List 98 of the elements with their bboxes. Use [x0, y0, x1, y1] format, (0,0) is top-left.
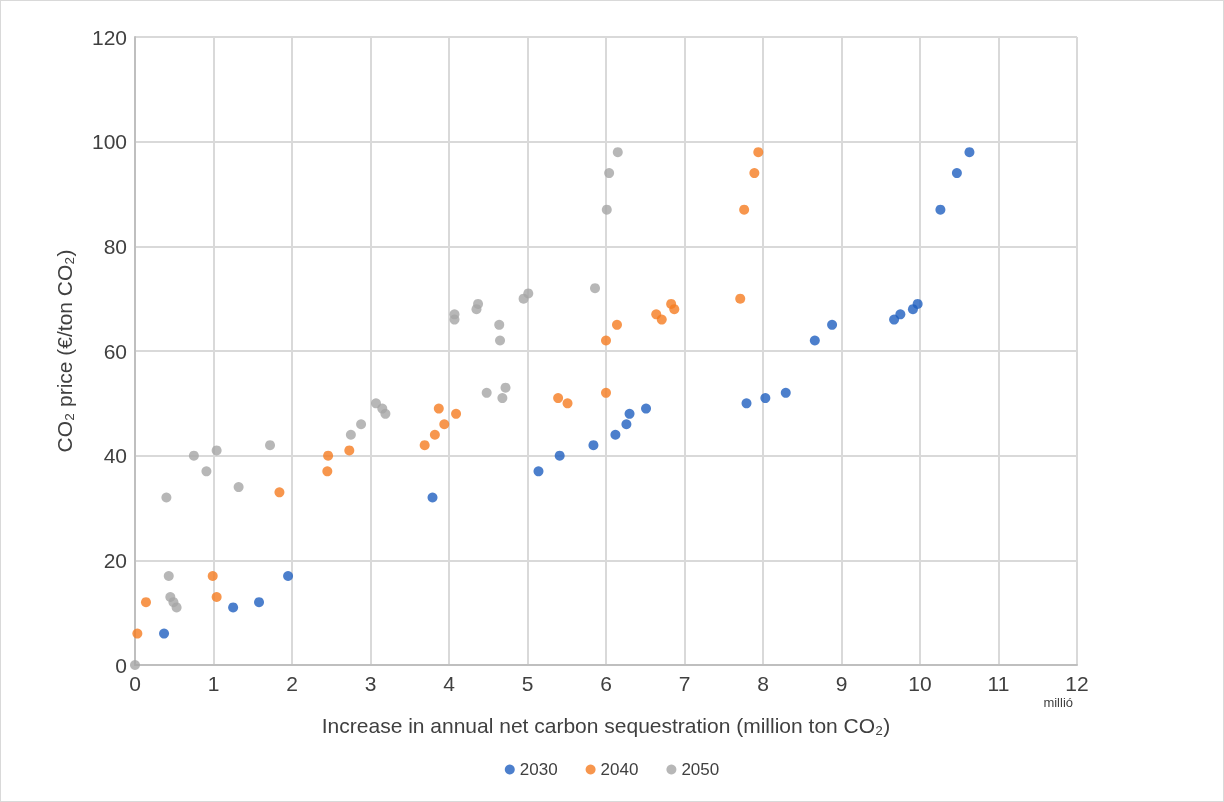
- x-tick-label: 5: [521, 672, 534, 695]
- point: [612, 319, 622, 330]
- legend-label: 2050: [681, 760, 720, 779]
- point: [601, 204, 612, 215]
- y-axis-title: CO₂ price (€/ton CO₂): [53, 249, 76, 453]
- x-tick-label: 3: [364, 672, 377, 695]
- point: [612, 147, 623, 158]
- point: [322, 466, 333, 477]
- point: [451, 408, 462, 419]
- point: [344, 445, 355, 456]
- point: [590, 283, 601, 294]
- point: [809, 335, 820, 346]
- point: [161, 492, 172, 503]
- point: [889, 314, 900, 325]
- point: [641, 403, 652, 414]
- point: [356, 419, 367, 430]
- point: [494, 319, 505, 330]
- point: [827, 319, 838, 330]
- point: [588, 440, 599, 451]
- point: [211, 591, 222, 602]
- point: [449, 314, 460, 325]
- point: [228, 602, 239, 613]
- x-tick-label: 9: [835, 672, 848, 695]
- point: [741, 398, 752, 409]
- point: [739, 204, 750, 215]
- point: [554, 450, 565, 461]
- point: [419, 440, 430, 451]
- point: [951, 168, 962, 179]
- x-tick-label: 6: [600, 672, 612, 695]
- point: [429, 429, 440, 440]
- point: [163, 571, 174, 582]
- point: [201, 466, 212, 477]
- point: [624, 408, 635, 419]
- point: [604, 168, 615, 179]
- y-tick-label: 60: [103, 339, 127, 363]
- point: [669, 304, 680, 315]
- point: [601, 335, 611, 346]
- point: [265, 440, 276, 451]
- legend-label: 2030: [519, 760, 558, 779]
- point: [562, 398, 573, 409]
- x-axis-title: Increase in annual net carbon sequestration (million ton CO₂): [321, 714, 891, 737]
- point: [380, 408, 391, 419]
- point: [735, 293, 746, 304]
- point: [427, 492, 438, 503]
- point: [283, 571, 294, 582]
- point: [171, 602, 182, 613]
- point: [233, 482, 244, 493]
- point: [433, 403, 444, 414]
- y-tick-label: 120: [91, 25, 127, 49]
- point: [497, 393, 508, 404]
- point: [481, 387, 492, 398]
- x-tick-label: 8: [757, 672, 769, 695]
- point: [656, 314, 667, 325]
- point: [141, 597, 151, 608]
- point: [274, 487, 285, 498]
- point: [753, 147, 764, 158]
- point: [523, 288, 534, 299]
- x-tick-label: 11: [987, 672, 1010, 695]
- point: [188, 450, 199, 461]
- x-tick-label: 0: [129, 672, 141, 695]
- point: [207, 571, 218, 582]
- point: [760, 393, 771, 404]
- x-tick-label: 2: [286, 672, 298, 695]
- point: [749, 168, 760, 179]
- legend-label: 2040: [600, 760, 639, 779]
- point: [553, 393, 564, 404]
- point: [439, 419, 450, 430]
- point: [935, 204, 946, 215]
- point: [500, 382, 511, 393]
- point: [964, 147, 975, 158]
- text: millió: [1043, 695, 1074, 710]
- point: [132, 628, 143, 639]
- y-tick-label: 20: [103, 548, 127, 572]
- x-tick-label: 7: [678, 672, 691, 695]
- y-tick-label: 40: [103, 444, 127, 468]
- y-tick-label: 0: [115, 653, 127, 677]
- point: [610, 429, 621, 440]
- point: [601, 387, 611, 398]
- point: [621, 419, 632, 430]
- y-tick-label: 100: [91, 130, 127, 154]
- x-tick-label: 10: [908, 672, 932, 695]
- point: [912, 298, 923, 309]
- point: [895, 309, 906, 320]
- point: [780, 387, 791, 398]
- point: [495, 335, 506, 346]
- point: [211, 445, 222, 456]
- point: [323, 450, 334, 461]
- point: [254, 597, 265, 608]
- point: [533, 466, 544, 477]
- y-tick-label: 80: [103, 234, 127, 258]
- point: [130, 660, 140, 670]
- point: [159, 628, 170, 639]
- x-tick-label: 1: [207, 672, 220, 695]
- x-tick-label: 4: [443, 672, 456, 695]
- x-tick-label: 12: [1065, 672, 1089, 695]
- point: [473, 298, 484, 309]
- point: [345, 429, 356, 440]
- point: [371, 398, 381, 409]
